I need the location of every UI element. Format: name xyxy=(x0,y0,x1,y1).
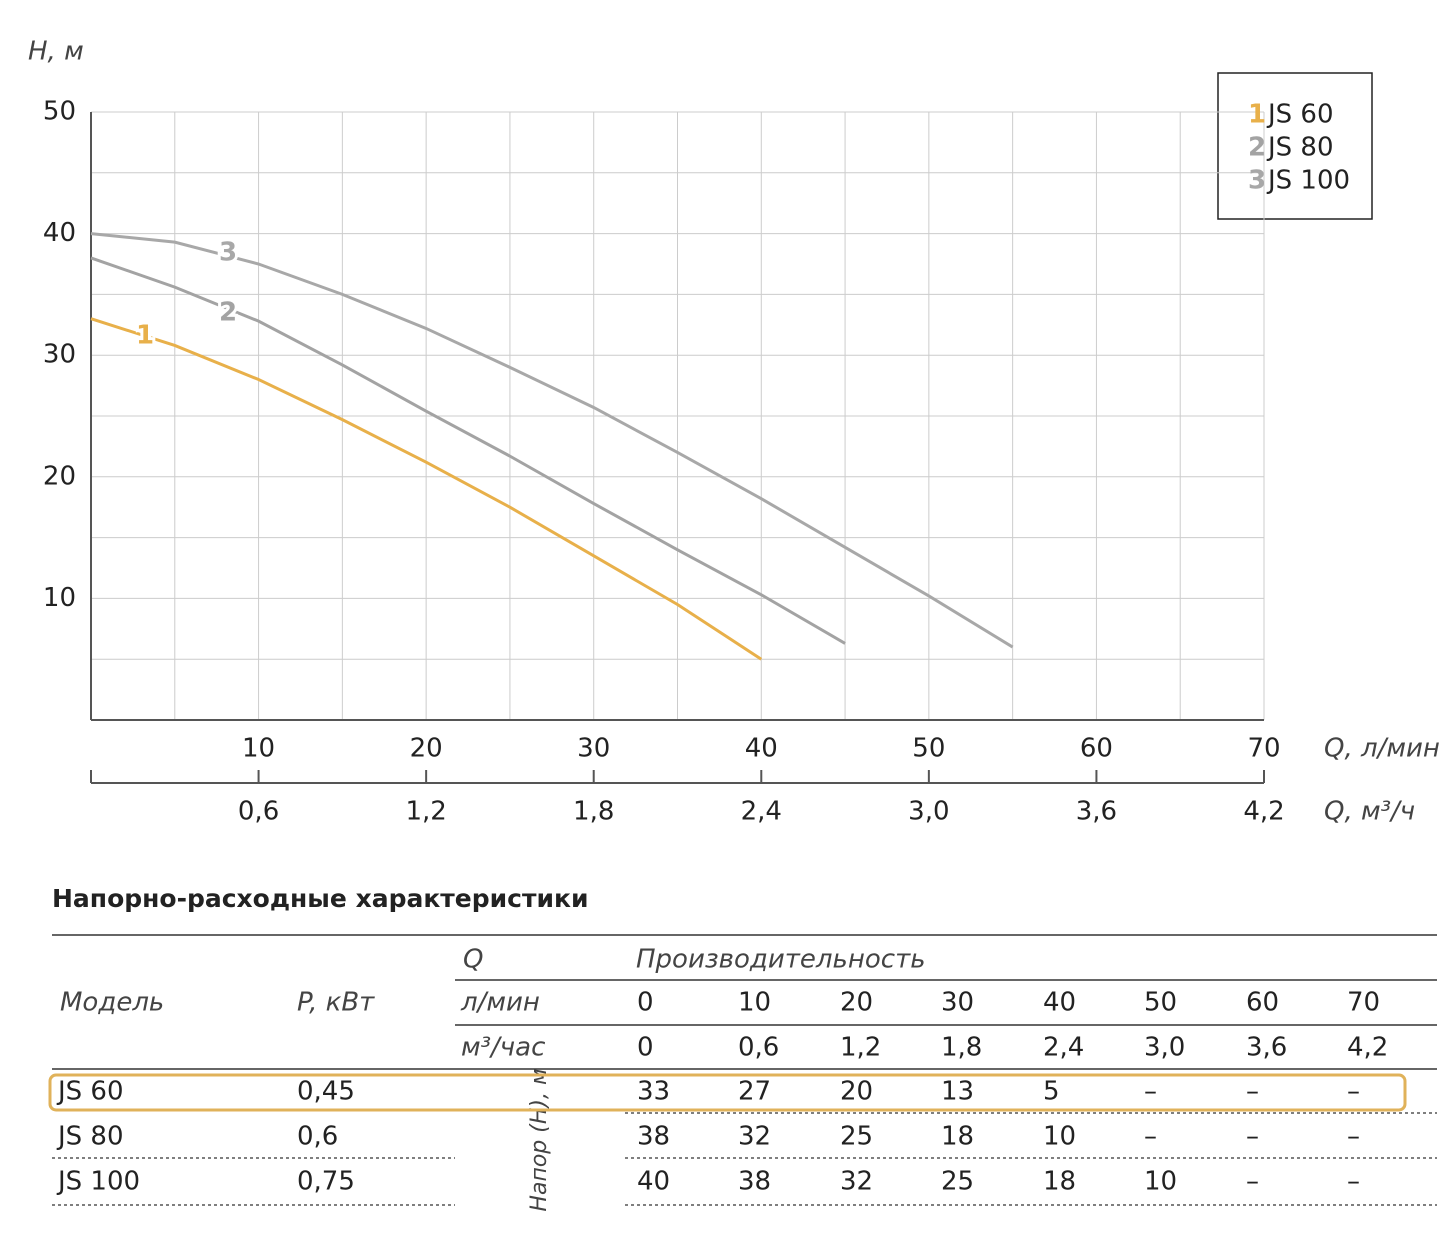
x-tick-label: 60 xyxy=(1080,734,1113,764)
legend-entry: JS 100 xyxy=(1266,166,1350,196)
table-cell: 5 xyxy=(1043,1077,1060,1107)
table-cell: 32 xyxy=(840,1167,873,1197)
table-cell: 30 xyxy=(941,988,974,1018)
series-line xyxy=(90,256,846,645)
x2-tick-label: 1,2 xyxy=(405,797,446,827)
table-cell: 33 xyxy=(637,1077,670,1107)
x2-tick-label: 3,6 xyxy=(1076,797,1117,827)
x-axis-label: Q, л/мин xyxy=(1324,734,1440,764)
table-cell: 25 xyxy=(941,1167,974,1197)
table-cell: 13 xyxy=(941,1077,974,1107)
table-title: Напорно-расходные характеристики xyxy=(52,884,588,913)
table-header: м³/час xyxy=(461,1033,545,1063)
table-side-header: Напор (Н), м xyxy=(527,1068,552,1211)
table-cell: 10 xyxy=(738,988,771,1018)
table-cell: 20 xyxy=(840,1077,873,1107)
series-line xyxy=(90,232,1014,649)
x2-tick-label: 1,8 xyxy=(573,797,614,827)
table-header: Производительность xyxy=(636,945,926,975)
table-cell: – xyxy=(1347,1077,1360,1107)
legend-box xyxy=(1217,72,1373,220)
table-header: Q xyxy=(463,945,483,975)
table-dashed-rules xyxy=(52,1112,1437,1206)
table-cell: – xyxy=(1246,1167,1259,1197)
legend-entry: JS 80 xyxy=(1266,133,1334,163)
x2-axis-label: Q, м³/ч xyxy=(1324,797,1415,827)
legend-number: 2 xyxy=(1248,133,1266,163)
x2-tick-label: 0,6 xyxy=(238,797,279,827)
table-cell: 1,8 xyxy=(941,1033,982,1063)
table-cell: – xyxy=(1144,1077,1157,1107)
y-tick-label: 20 xyxy=(43,461,76,491)
y-tick-label: 30 xyxy=(43,340,76,370)
y-tick-label: 10 xyxy=(43,583,76,613)
table-cell: JS 80 xyxy=(56,1122,124,1152)
table-cell: 50 xyxy=(1144,988,1177,1018)
table-cell: – xyxy=(1246,1077,1259,1107)
x2-tick-label: 2,4 xyxy=(741,797,782,827)
table-cell: 60 xyxy=(1246,988,1279,1018)
table-cell: JS 100 xyxy=(56,1167,140,1197)
x-tick-label: 40 xyxy=(745,734,778,764)
table-cell: 10 xyxy=(1043,1122,1076,1152)
table-cell: JS 60 xyxy=(56,1077,124,1107)
x-tick-label: 10 xyxy=(242,734,275,764)
series-line xyxy=(90,317,763,661)
table-cell: 1,2 xyxy=(840,1033,881,1063)
legend-number: 1 xyxy=(1248,100,1266,130)
table-cell: 40 xyxy=(1043,988,1076,1018)
table-cell: 40 xyxy=(637,1167,670,1197)
table-header: Модель xyxy=(60,988,164,1018)
x2-tick-label: 3,0 xyxy=(908,797,949,827)
x-tick-label: 30 xyxy=(577,734,610,764)
table-cell: 0,6 xyxy=(297,1122,338,1152)
table-cell: 25 xyxy=(840,1122,873,1152)
table-cell: – xyxy=(1347,1122,1360,1152)
table-cell: 0 xyxy=(637,988,654,1018)
x-tick-label: 50 xyxy=(912,734,945,764)
x-tick-label: 20 xyxy=(410,734,443,764)
y-axis-label: H, м xyxy=(28,37,84,67)
table-cell: 18 xyxy=(1043,1167,1076,1197)
y-tick-label: 40 xyxy=(43,218,76,248)
table-cell: – xyxy=(1246,1122,1259,1152)
table-cell: 10 xyxy=(1144,1167,1177,1197)
table-header: P, кВт xyxy=(297,988,375,1018)
legend-number: 3 xyxy=(1248,166,1266,196)
y-tick-label: 50 xyxy=(43,97,76,127)
legend-entry: JS 60 xyxy=(1266,100,1334,130)
table-cell: 2,4 xyxy=(1043,1033,1084,1063)
x-tick-label: 70 xyxy=(1247,734,1280,764)
table-cell: – xyxy=(1347,1167,1360,1197)
table-cell: 0,75 xyxy=(297,1167,355,1197)
table-cell: 18 xyxy=(941,1122,974,1152)
table-cell: 32 xyxy=(738,1122,771,1152)
table-cell: 3,6 xyxy=(1246,1033,1287,1063)
series-label: 2 xyxy=(219,298,237,328)
table-cell: 3,0 xyxy=(1144,1033,1185,1063)
x2-tick-label: 4,2 xyxy=(1243,797,1284,827)
table-cell: 4,2 xyxy=(1347,1033,1388,1063)
table-rules xyxy=(52,934,1437,1070)
table-cell: 20 xyxy=(840,988,873,1018)
table-cell: 0,6 xyxy=(738,1033,779,1063)
table-cell: 27 xyxy=(738,1077,771,1107)
table-cell: – xyxy=(1144,1122,1157,1152)
table-cell: 0 xyxy=(637,1033,654,1063)
row-highlight xyxy=(48,1073,1407,1112)
series-label: 3 xyxy=(219,238,237,268)
table-cell: 0,45 xyxy=(297,1077,355,1107)
table-cell: 38 xyxy=(738,1167,771,1197)
table-cell: 70 xyxy=(1347,988,1380,1018)
table-cell: 38 xyxy=(637,1122,670,1152)
series-label: 1 xyxy=(136,321,154,351)
table-header: л/мин xyxy=(460,988,540,1018)
